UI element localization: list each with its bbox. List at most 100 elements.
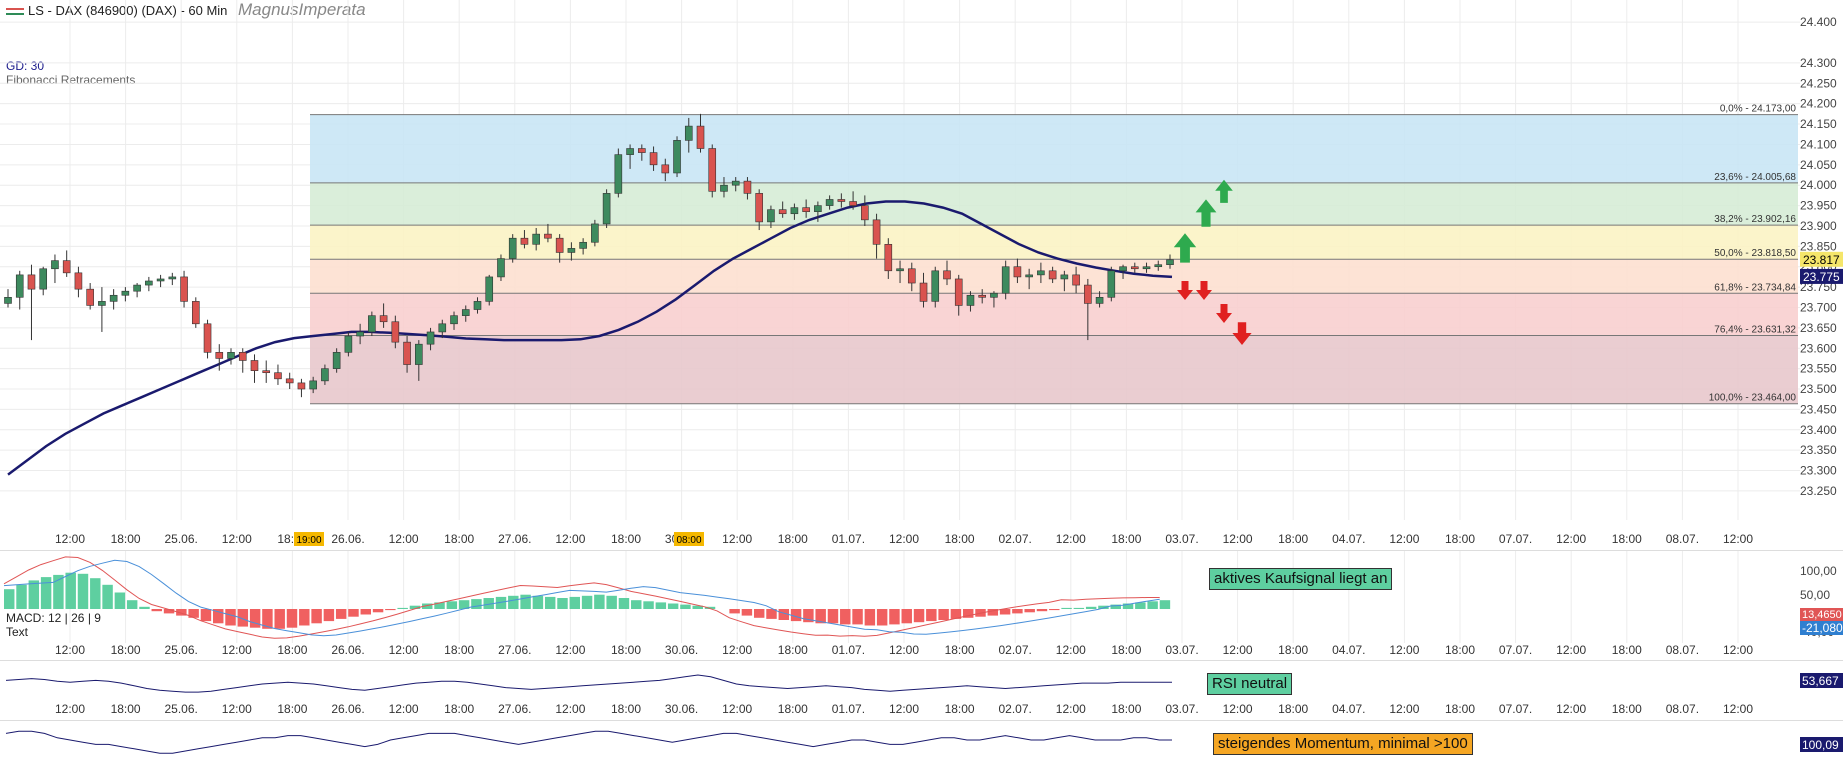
candle[interactable] bbox=[403, 336, 411, 373]
candle[interactable] bbox=[520, 230, 529, 249]
candle[interactable] bbox=[274, 364, 282, 385]
candle[interactable] bbox=[297, 378, 306, 398]
candle[interactable] bbox=[602, 189, 611, 229]
price-chart[interactable]: 0,0% - 24.173,00 23,6% - 24.005,68 38,2% -… bbox=[0, 0, 1843, 550]
candle[interactable] bbox=[203, 319, 212, 359]
candle[interactable] bbox=[1025, 268, 1033, 290]
candle[interactable] bbox=[837, 193, 846, 208]
candle[interactable] bbox=[1130, 262, 1139, 273]
candle[interactable] bbox=[532, 228, 540, 251]
candle[interactable] bbox=[191, 297, 200, 328]
candle[interactable] bbox=[767, 205, 775, 229]
candle[interactable] bbox=[1084, 278, 1092, 341]
candle[interactable] bbox=[98, 287, 106, 332]
candle[interactable] bbox=[884, 238, 893, 279]
macd-chart[interactable]: 100,0050,00-40,0013,4650-21,08012:0018:0… bbox=[0, 551, 1843, 661]
candle[interactable] bbox=[954, 274, 963, 316]
candle[interactable] bbox=[250, 354, 259, 383]
candle[interactable] bbox=[133, 283, 141, 298]
rsi-pane[interactable]: 53,667 12:00 18:00 25.06. 12:00 18:00 26.06. 12… bbox=[0, 660, 1843, 721]
candle[interactable] bbox=[825, 195, 834, 210]
candle[interactable] bbox=[626, 144, 634, 169]
candle[interactable] bbox=[743, 177, 752, 200]
candle[interactable] bbox=[990, 291, 998, 308]
candle[interactable] bbox=[579, 238, 587, 255]
momentum-pane[interactable]: 100,09 bbox=[0, 720, 1843, 762]
candle[interactable] bbox=[285, 372, 294, 390]
candle[interactable] bbox=[1142, 262, 1151, 273]
candle[interactable] bbox=[473, 297, 482, 314]
candle[interactable] bbox=[1095, 291, 1104, 308]
candle[interactable] bbox=[778, 201, 787, 218]
candle[interactable] bbox=[438, 319, 447, 339]
candle[interactable] bbox=[145, 276, 153, 292]
candle[interactable] bbox=[27, 264, 36, 341]
candle[interactable] bbox=[121, 287, 130, 302]
candle[interactable] bbox=[896, 260, 904, 284]
candle[interactable] bbox=[1060, 270, 1069, 292]
candle[interactable] bbox=[1001, 260, 1010, 300]
candle[interactable] bbox=[708, 144, 717, 198]
candle[interactable] bbox=[450, 311, 458, 330]
candle[interactable] bbox=[1119, 264, 1127, 279]
candle[interactable] bbox=[978, 289, 987, 304]
candle[interactable] bbox=[638, 144, 646, 161]
candle[interactable] bbox=[649, 146, 658, 171]
candle[interactable] bbox=[614, 148, 623, 198]
macd-pane[interactable]: 100,0050,00-40,0013,4650-21,08012:0018:0… bbox=[0, 550, 1843, 661]
candle[interactable] bbox=[309, 376, 317, 394]
candle[interactable] bbox=[555, 234, 564, 263]
candle[interactable] bbox=[379, 303, 388, 328]
candle[interactable] bbox=[931, 266, 940, 308]
candle[interactable] bbox=[661, 158, 670, 182]
candle[interactable] bbox=[1013, 258, 1022, 284]
rsi-chart[interactable]: 53,667 12:00 18:00 25.06. 12:00 18:00 26.06. 12… bbox=[0, 661, 1843, 721]
candle[interactable] bbox=[215, 344, 224, 371]
candle[interactable] bbox=[356, 323, 364, 345]
candle[interactable] bbox=[731, 177, 740, 192]
candle[interactable] bbox=[1072, 266, 1080, 294]
candle[interactable] bbox=[332, 348, 341, 373]
candle[interactable] bbox=[180, 270, 188, 308]
candle[interactable] bbox=[1107, 266, 1116, 302]
candle[interactable] bbox=[368, 311, 376, 337]
candle[interactable] bbox=[497, 254, 505, 281]
candle[interactable] bbox=[907, 262, 916, 292]
candle[interactable] bbox=[673, 136, 681, 178]
candle[interactable] bbox=[1048, 266, 1057, 284]
candle[interactable] bbox=[168, 272, 177, 286]
candle[interactable] bbox=[943, 260, 951, 286]
candle[interactable] bbox=[755, 189, 763, 231]
candle[interactable] bbox=[790, 203, 799, 220]
momentum-chart[interactable]: 100,09 bbox=[0, 721, 1843, 762]
candle[interactable] bbox=[51, 254, 59, 284]
candle[interactable] bbox=[344, 331, 353, 357]
candle[interactable] bbox=[238, 348, 247, 373]
candle[interactable] bbox=[426, 327, 435, 351]
candle[interactable] bbox=[227, 348, 235, 365]
candle[interactable] bbox=[684, 117, 693, 153]
candle[interactable] bbox=[321, 364, 329, 385]
candle[interactable] bbox=[1166, 254, 1174, 269]
candle[interactable] bbox=[544, 223, 552, 243]
candle[interactable] bbox=[262, 360, 271, 383]
candle[interactable] bbox=[156, 274, 165, 288]
candle[interactable] bbox=[567, 242, 576, 261]
candle[interactable] bbox=[696, 113, 705, 153]
candle[interactable] bbox=[508, 234, 517, 263]
candle[interactable] bbox=[461, 305, 470, 322]
candle[interactable] bbox=[74, 266, 83, 298]
candle[interactable] bbox=[919, 272, 928, 308]
candle[interactable] bbox=[415, 340, 423, 381]
candle[interactable] bbox=[62, 250, 71, 277]
candle[interactable] bbox=[720, 177, 728, 198]
candle[interactable] bbox=[109, 289, 118, 310]
candle[interactable] bbox=[86, 283, 94, 310]
candle[interactable] bbox=[1037, 262, 1045, 284]
candle[interactable] bbox=[872, 213, 881, 259]
candle[interactable] bbox=[861, 195, 869, 226]
candle[interactable] bbox=[802, 199, 810, 218]
candle[interactable] bbox=[1154, 260, 1163, 271]
candle[interactable] bbox=[485, 274, 494, 306]
candle[interactable] bbox=[966, 291, 975, 312]
